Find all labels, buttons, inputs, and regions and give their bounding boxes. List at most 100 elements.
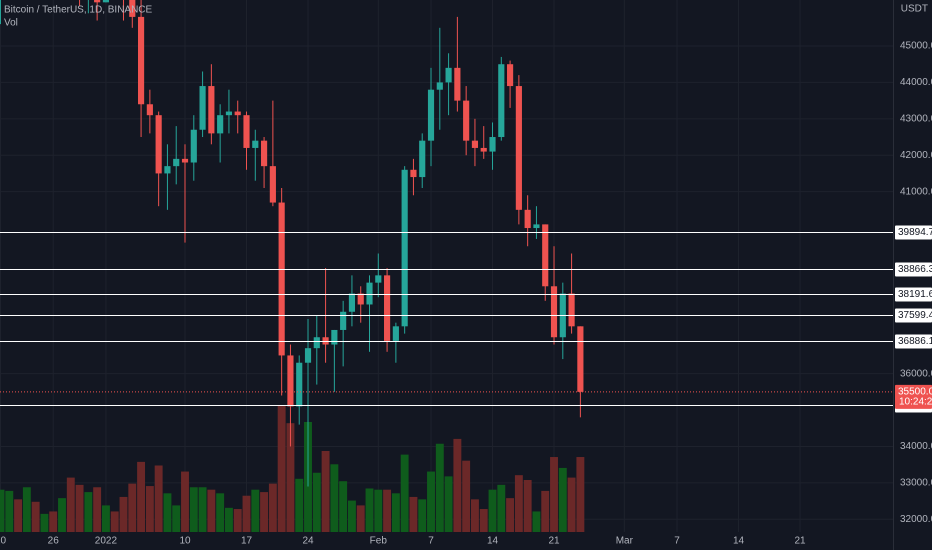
- candle-body: [331, 329, 338, 345]
- volume-bar: [207, 489, 216, 532]
- volume-bar: [497, 484, 506, 532]
- candle-body: [375, 275, 382, 283]
- candle-body: [155, 115, 162, 174]
- candle-body: [138, 16, 145, 105]
- candle-body: [577, 326, 584, 392]
- candle-body: [401, 169, 408, 327]
- volume-bar: [84, 492, 93, 532]
- candle-body: [94, 0, 101, 3]
- countdown-label: 10:24:26: [899, 396, 932, 407]
- volume-bar: [224, 507, 233, 532]
- volume-bar: [339, 481, 348, 532]
- volume-bar: [137, 461, 146, 532]
- volume-bar: [479, 509, 488, 532]
- volume-bar: [444, 476, 453, 532]
- volume-bar: [488, 489, 497, 532]
- currency-label: USDT: [901, 4, 928, 15]
- candle-body: [304, 348, 312, 363]
- volume-bar: [532, 511, 541, 532]
- level-label-box: [895, 262, 932, 277]
- candle-body: [243, 115, 250, 148]
- x-tick-label: Feb: [370, 536, 388, 547]
- volume-bar: [541, 490, 550, 532]
- candle-body: [366, 282, 373, 305]
- candle-body: [217, 115, 224, 134]
- y-tick-label: 43000.00: [900, 113, 932, 124]
- volume-bar: [374, 489, 383, 532]
- volume-bar: [251, 489, 260, 532]
- volume-bar: [506, 498, 515, 532]
- volume-bar: [347, 500, 356, 532]
- levels: 39894.71 38866.38 38191.63 37599.47 36886.14…: [0, 225, 932, 413]
- candle-body: [542, 224, 549, 287]
- candle-body: [463, 100, 470, 141]
- level-label-box: [895, 287, 932, 302]
- candle-body: [296, 362, 303, 407]
- candle-body: [225, 111, 233, 116]
- x-tick-label: 14: [733, 536, 745, 547]
- volume-bar: [40, 513, 49, 532]
- candle-body: [427, 89, 435, 141]
- volume-bar: [391, 493, 400, 532]
- volume-bar: [268, 483, 277, 532]
- volume-bar: [31, 501, 40, 532]
- candle-body: [445, 67, 452, 83]
- level-label-box: [895, 334, 932, 349]
- candle-body: [313, 337, 320, 349]
- candle-body: [190, 129, 197, 163]
- x-tick-label: 14: [487, 536, 499, 547]
- candle-body: [340, 311, 347, 330]
- candle-body: [287, 355, 294, 407]
- candle-body: [269, 166, 276, 203]
- volume-bar: [295, 478, 304, 532]
- candle-body: [208, 86, 215, 134]
- candle-body: [261, 140, 268, 167]
- candle-body: [489, 137, 496, 152]
- candle-body: [454, 67, 461, 101]
- volume-bar: [365, 488, 374, 532]
- x-tick-label: Mar: [616, 536, 634, 547]
- volume-bar: [198, 487, 207, 532]
- volume-bar: [58, 498, 66, 532]
- level-label: 38191.63: [898, 289, 932, 300]
- candle-body: [480, 147, 487, 152]
- volume-bar: [66, 477, 75, 532]
- volume-bar: [22, 487, 31, 532]
- volume-bar: [400, 454, 409, 532]
- volume-bar: [409, 496, 418, 532]
- candle-body: [164, 166, 171, 174]
- candle-body: [322, 337, 329, 345]
- candle-body: [384, 275, 391, 341]
- x-tick-label: 10: [179, 536, 191, 547]
- volume-bar: [427, 471, 435, 532]
- candle-body: [129, 0, 136, 17]
- candle-body: [357, 293, 364, 305]
- candle-body: [252, 140, 259, 148]
- last-price-label: 35500.01: [898, 386, 932, 397]
- candle-body: [515, 86, 522, 210]
- candle-body: [507, 64, 514, 87]
- candle-body: [173, 158, 180, 167]
- level-label-box: [895, 225, 932, 240]
- y-tick-label: 32000.00: [900, 514, 932, 525]
- candle-body: [419, 140, 426, 178]
- volume-bar: [163, 493, 172, 532]
- volume-bar: [558, 467, 567, 532]
- volume-bar: [181, 471, 189, 532]
- x-tick-label: 21: [794, 536, 806, 547]
- volume-bar: [110, 511, 119, 532]
- x-tick-label: 17: [241, 536, 253, 547]
- volume-bar: [145, 486, 154, 532]
- volume-bar: [189, 487, 198, 532]
- x-tick-label: 7: [674, 536, 680, 547]
- volume-bar: [435, 443, 444, 532]
- x-tick-label: 7: [428, 536, 434, 547]
- volume-bar: [576, 457, 585, 532]
- candle-body: [181, 158, 189, 163]
- level-label: 38866.38: [898, 264, 932, 275]
- y-tick-label: 41000.00: [900, 186, 932, 197]
- candle-body: [348, 293, 356, 312]
- volume-bar: [0, 489, 5, 532]
- candle-body: [533, 224, 540, 229]
